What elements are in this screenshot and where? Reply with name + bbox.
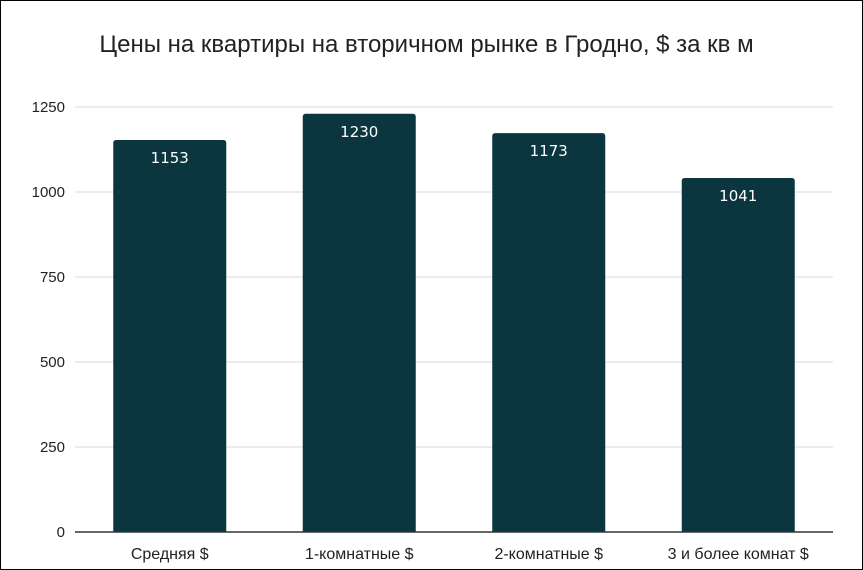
bars	[113, 113, 795, 533]
data-label: 1153	[151, 149, 189, 167]
y-tick-label: 0	[57, 524, 65, 541]
chart-title: Цены на квартиры на вторичном рынке в Гр…	[99, 31, 754, 58]
data-label: 1041	[719, 187, 757, 205]
data-label: 1173	[530, 142, 568, 160]
bar	[302, 113, 416, 533]
x-tick-label: Средняя $	[131, 546, 209, 563]
y-tick-label: 250	[40, 439, 65, 456]
y-tick-label: 500	[40, 354, 65, 371]
bar	[492, 133, 606, 532]
x-tick-label: 2-комнатные $	[494, 546, 603, 563]
x-tick-label: 3 и более комнат $	[668, 546, 809, 563]
y-tick-label: 1250	[32, 99, 65, 116]
bar	[681, 178, 795, 532]
labels: 0 250 500 750 1000 1250 1153 Средняя $ 1230 1-ком…	[32, 99, 809, 563]
y-tick-label: 750	[40, 269, 65, 286]
x-tick-label: 1-комнатные $	[305, 546, 414, 563]
y-tick-label: 1000	[32, 184, 65, 201]
data-label: 1230	[340, 123, 378, 141]
bar	[113, 139, 227, 533]
